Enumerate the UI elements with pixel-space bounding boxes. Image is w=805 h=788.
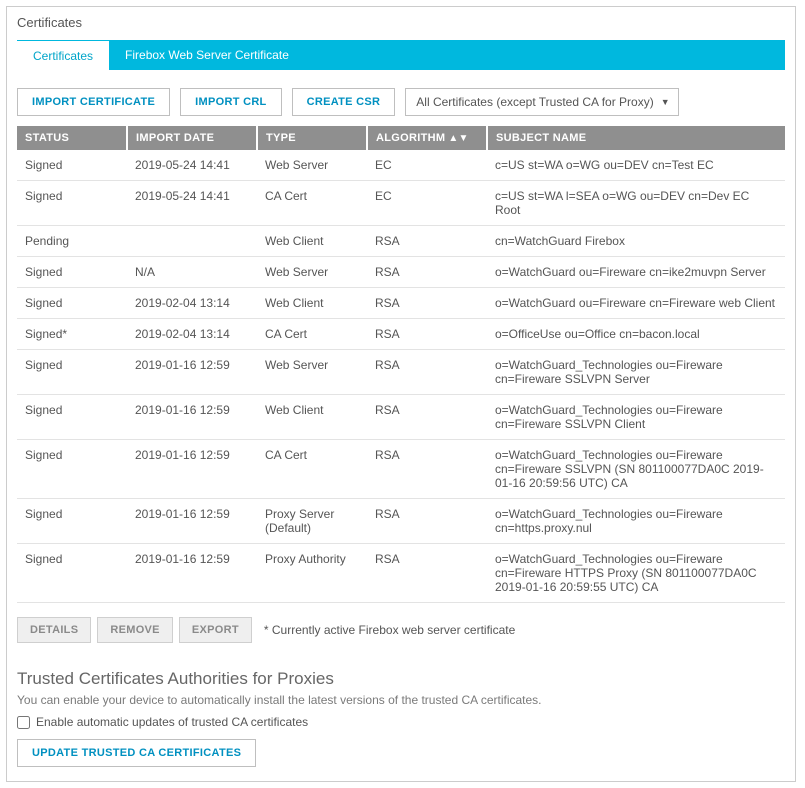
cell-status: Signed bbox=[17, 288, 127, 319]
table-row[interactable]: Signed2019-01-16 12:59Web ClientRSAo=Wat… bbox=[17, 395, 785, 440]
cell-subject: o=WatchGuard_Technologies ou=Fireware cn… bbox=[487, 395, 785, 440]
import-certificate-button[interactable]: IMPORT CERTIFICATE bbox=[17, 88, 170, 116]
cell-type: Web Server bbox=[257, 257, 367, 288]
cell-subject: o=WatchGuard_Technologies ou=Fireware cn… bbox=[487, 440, 785, 499]
cell-status: Signed bbox=[17, 395, 127, 440]
active-cert-note: * Currently active Firebox web server ce… bbox=[264, 623, 515, 637]
table-row[interactable]: Signed2019-01-16 12:59Proxy Server (Defa… bbox=[17, 499, 785, 544]
cell-type: CA Cert bbox=[257, 319, 367, 350]
cell-alg: RSA bbox=[367, 499, 487, 544]
cell-alg: RSA bbox=[367, 288, 487, 319]
cell-type: Web Client bbox=[257, 226, 367, 257]
cell-type: Web Client bbox=[257, 395, 367, 440]
cell-type: Proxy Server (Default) bbox=[257, 499, 367, 544]
cell-alg: RSA bbox=[367, 226, 487, 257]
table-row[interactable]: Signed*2019-02-04 13:14CA CertRSAo=Offic… bbox=[17, 319, 785, 350]
cell-subject: o=OfficeUse ou=Office cn=bacon.local bbox=[487, 319, 785, 350]
table-row[interactable]: Signed2019-01-16 12:59Web ServerRSAo=Wat… bbox=[17, 350, 785, 395]
cell-date: 2019-01-16 12:59 bbox=[127, 499, 257, 544]
tab-bar: Certificates Firebox Web Server Certific… bbox=[17, 40, 785, 70]
table-row[interactable]: Signed2019-01-16 12:59CA CertRSAo=WatchG… bbox=[17, 440, 785, 499]
cell-status: Signed bbox=[17, 257, 127, 288]
col-import-date[interactable]: IMPORT DATE bbox=[127, 126, 257, 150]
table-row[interactable]: Signed2019-02-04 13:14Web ClientRSAo=Wat… bbox=[17, 288, 785, 319]
cell-subject: o=WatchGuard ou=Fireware cn=ike2muvpn Se… bbox=[487, 257, 785, 288]
auto-update-label: Enable automatic updates of trusted CA c… bbox=[36, 715, 308, 729]
cell-status: Signed bbox=[17, 544, 127, 603]
cell-date: 2019-01-16 12:59 bbox=[127, 440, 257, 499]
cell-subject: o=WatchGuard ou=Fireware cn=Fireware web… bbox=[487, 288, 785, 319]
row-actions: DETAILS REMOVE EXPORT * Currently active… bbox=[17, 617, 785, 643]
cell-type: Web Server bbox=[257, 350, 367, 395]
certificate-filter-value: All Certificates (except Trusted CA for … bbox=[416, 95, 653, 109]
certificate-filter-select[interactable]: All Certificates (except Trusted CA for … bbox=[405, 88, 678, 116]
certificates-page: Certificates Certificates Firebox Web Se… bbox=[6, 6, 796, 782]
remove-button[interactable]: REMOVE bbox=[97, 617, 172, 643]
cell-subject: o=WatchGuard_Technologies ou=Fireware cn… bbox=[487, 544, 785, 603]
table-row[interactable]: Signed2019-01-16 12:59Proxy AuthorityRSA… bbox=[17, 544, 785, 603]
cell-date: N/A bbox=[127, 257, 257, 288]
auto-update-row: Enable automatic updates of trusted CA c… bbox=[17, 715, 785, 729]
cell-subject: c=US st=WA o=WG ou=DEV cn=Test EC bbox=[487, 150, 785, 181]
trusted-ca-heading: Trusted Certificates Authorities for Pro… bbox=[17, 669, 785, 689]
col-status[interactable]: STATUS bbox=[17, 126, 127, 150]
auto-update-checkbox[interactable] bbox=[17, 716, 30, 729]
cell-status: Signed bbox=[17, 181, 127, 226]
cell-status: Signed bbox=[17, 499, 127, 544]
cell-alg: EC bbox=[367, 181, 487, 226]
cell-type: CA Cert bbox=[257, 440, 367, 499]
sort-icon: ▲▼ bbox=[448, 133, 468, 144]
cell-date: 2019-01-16 12:59 bbox=[127, 350, 257, 395]
cell-status: Signed bbox=[17, 350, 127, 395]
table-row[interactable]: Pending Web ClientRSAcn=WatchGuard Firebo… bbox=[17, 226, 785, 257]
cell-alg: RSA bbox=[367, 440, 487, 499]
cell-date: 2019-05-24 14:41 bbox=[127, 150, 257, 181]
tab-certificates[interactable]: Certificates bbox=[17, 40, 109, 70]
cell-type: Web Server bbox=[257, 150, 367, 181]
cell-date: 2019-02-04 13:14 bbox=[127, 288, 257, 319]
certificates-table: STATUS IMPORT DATE TYPE ALGORITHM▲▼ SUBJ… bbox=[17, 126, 785, 603]
cell-date bbox=[127, 226, 257, 257]
cell-date: 2019-01-16 12:59 bbox=[127, 395, 257, 440]
page-title: Certificates bbox=[17, 15, 785, 30]
update-trusted-ca-button[interactable]: UPDATE TRUSTED CA CERTIFICATES bbox=[17, 739, 256, 767]
cell-date: 2019-02-04 13:14 bbox=[127, 319, 257, 350]
cell-alg: EC bbox=[367, 150, 487, 181]
import-crl-button[interactable]: IMPORT CRL bbox=[180, 88, 281, 116]
cell-type: Web Client bbox=[257, 288, 367, 319]
cell-subject: o=WatchGuard_Technologies ou=Fireware cn… bbox=[487, 499, 785, 544]
cell-alg: RSA bbox=[367, 257, 487, 288]
col-algorithm[interactable]: ALGORITHM▲▼ bbox=[367, 126, 487, 150]
col-type[interactable]: TYPE bbox=[257, 126, 367, 150]
details-button[interactable]: DETAILS bbox=[17, 617, 91, 643]
export-button[interactable]: EXPORT bbox=[179, 617, 252, 643]
cell-alg: RSA bbox=[367, 395, 487, 440]
cell-status: Signed bbox=[17, 150, 127, 181]
table-row[interactable]: Signed2019-05-24 14:41Web ServerECc=US s… bbox=[17, 150, 785, 181]
tab-firebox-web-server-certificate[interactable]: Firebox Web Server Certificate bbox=[109, 40, 305, 70]
toolbar: IMPORT CERTIFICATE IMPORT CRL CREATE CSR… bbox=[17, 88, 785, 116]
col-subject-name[interactable]: SUBJECT NAME bbox=[487, 126, 785, 150]
cell-type: Proxy Authority bbox=[257, 544, 367, 603]
cell-subject: cn=WatchGuard Firebox bbox=[487, 226, 785, 257]
cell-date: 2019-01-16 12:59 bbox=[127, 544, 257, 603]
table-row[interactable]: SignedN/AWeb ServerRSAo=WatchGuard ou=Fi… bbox=[17, 257, 785, 288]
cell-date: 2019-05-24 14:41 bbox=[127, 181, 257, 226]
cell-status: Pending bbox=[17, 226, 127, 257]
cell-subject: c=US st=WA l=SEA o=WG ou=DEV cn=Dev EC R… bbox=[487, 181, 785, 226]
cell-alg: RSA bbox=[367, 319, 487, 350]
cell-status: Signed* bbox=[17, 319, 127, 350]
chevron-down-icon: ▼ bbox=[661, 97, 670, 107]
table-row[interactable]: Signed2019-05-24 14:41CA CertECc=US st=W… bbox=[17, 181, 785, 226]
cell-subject: o=WatchGuard_Technologies ou=Fireware cn… bbox=[487, 350, 785, 395]
create-csr-button[interactable]: CREATE CSR bbox=[292, 88, 396, 116]
cell-status: Signed bbox=[17, 440, 127, 499]
trusted-ca-description: You can enable your device to automatica… bbox=[17, 693, 785, 707]
cell-alg: RSA bbox=[367, 544, 487, 603]
cell-type: CA Cert bbox=[257, 181, 367, 226]
cell-alg: RSA bbox=[367, 350, 487, 395]
